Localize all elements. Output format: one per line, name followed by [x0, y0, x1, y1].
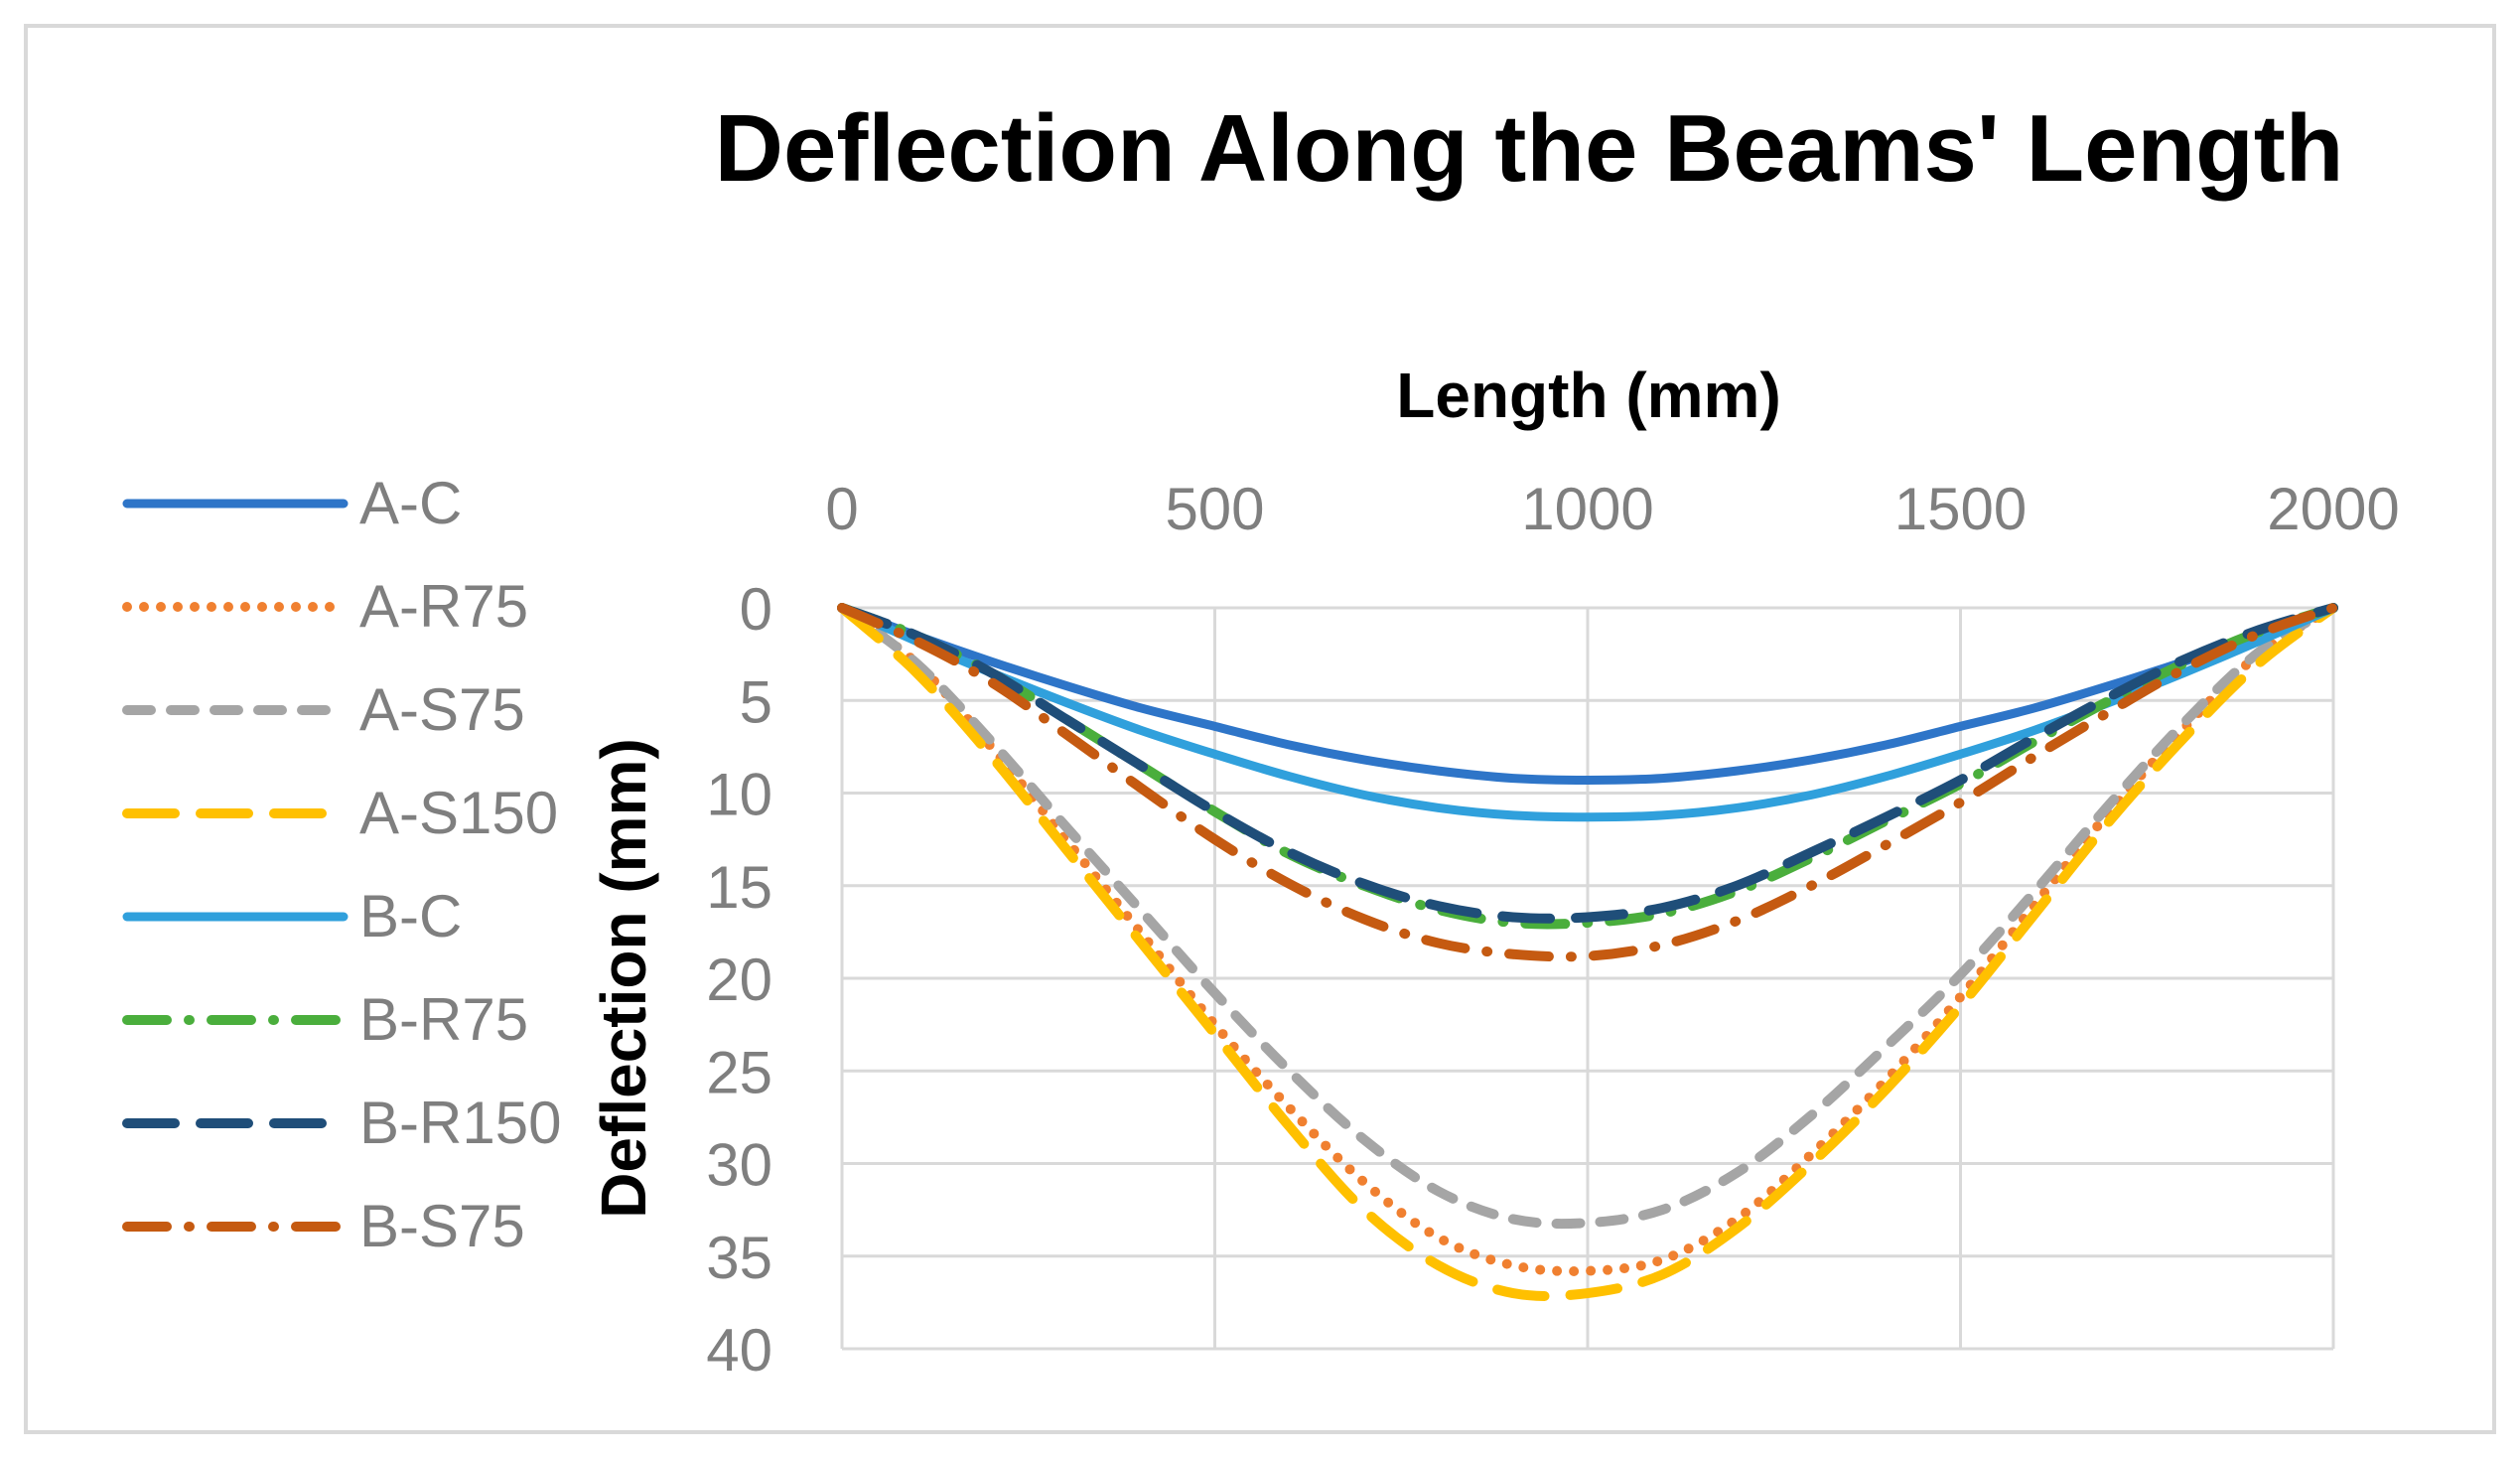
legend-item-b-r75: B-R75 [121, 968, 588, 1072]
legend-item-b-r150: B-R150 [121, 1072, 588, 1175]
plot-area [837, 603, 2338, 1301]
legend-label: A-S75 [359, 676, 525, 743]
series-line-a-s150 [837, 603, 2338, 1301]
legend-item-a-c: A-C [121, 452, 588, 555]
legend-label: A-S150 [359, 780, 559, 846]
x-tick-label: 2000 [2267, 476, 2399, 542]
legend-swatch-a-r75 [122, 602, 349, 612]
y-tick-label: 5 [740, 668, 772, 735]
x-axis-title: Length (mm) [1396, 360, 1781, 431]
legend-label: B-R75 [359, 986, 529, 1053]
legend-item-a-s150: A-S150 [121, 762, 588, 865]
legend-label: B-R150 [359, 1090, 562, 1156]
legend-swatch-a-s150 [122, 808, 349, 818]
x-tick-label: 1500 [1894, 476, 2027, 542]
legend-label: A-C [359, 470, 463, 536]
y-tick-label: 25 [706, 1039, 772, 1105]
y-tick-label: 0 [740, 576, 772, 643]
legend-swatch-a-s75 [122, 705, 349, 715]
legend-item-b-c: B-C [121, 865, 588, 968]
legend-label: B-C [359, 883, 463, 949]
x-tick-label: 1000 [1521, 476, 1653, 542]
y-tick-label: 30 [706, 1132, 772, 1199]
y-tick-label: 35 [706, 1225, 772, 1291]
y-tick-label: 40 [706, 1317, 772, 1384]
legend-label: A-R75 [359, 573, 529, 640]
legend-swatch-a-c [122, 499, 349, 509]
y-tick-label: 15 [706, 854, 772, 921]
series-line-b-r150 [837, 603, 2338, 924]
legend-item-a-s75: A-S75 [121, 658, 588, 762]
series-line-a-r75 [837, 603, 2338, 1276]
legend-item-a-r75: A-R75 [121, 555, 588, 658]
y-tick-label: 20 [706, 947, 772, 1013]
legend-label: B-S75 [359, 1193, 525, 1259]
x-tick-label: 500 [1165, 476, 1264, 542]
chart-title: Deflection Along the Beams' Length [715, 95, 2344, 202]
legend: A-C A-R75 A-S75 A-S150 B-C B-R75 B-R150 B-S75 [121, 452, 588, 1278]
series-line-b-s75 [837, 603, 2338, 962]
legend-swatch-b-c [122, 912, 349, 922]
legend-swatch-b-r150 [122, 1118, 349, 1128]
y-axis-title: Deflection (mm) [588, 738, 659, 1219]
x-tick-label: 0 [825, 476, 858, 542]
series-line-a-c [837, 603, 2338, 785]
legend-item-b-s75: B-S75 [121, 1175, 588, 1278]
legend-swatch-b-s75 [122, 1222, 349, 1232]
y-tick-label: 10 [706, 762, 772, 828]
legend-swatch-b-r75 [122, 1015, 349, 1025]
axis-ticks: 0 5 10 15 20 25 30 35 40 0 500 1000 1500 2000 [706, 476, 2399, 1384]
